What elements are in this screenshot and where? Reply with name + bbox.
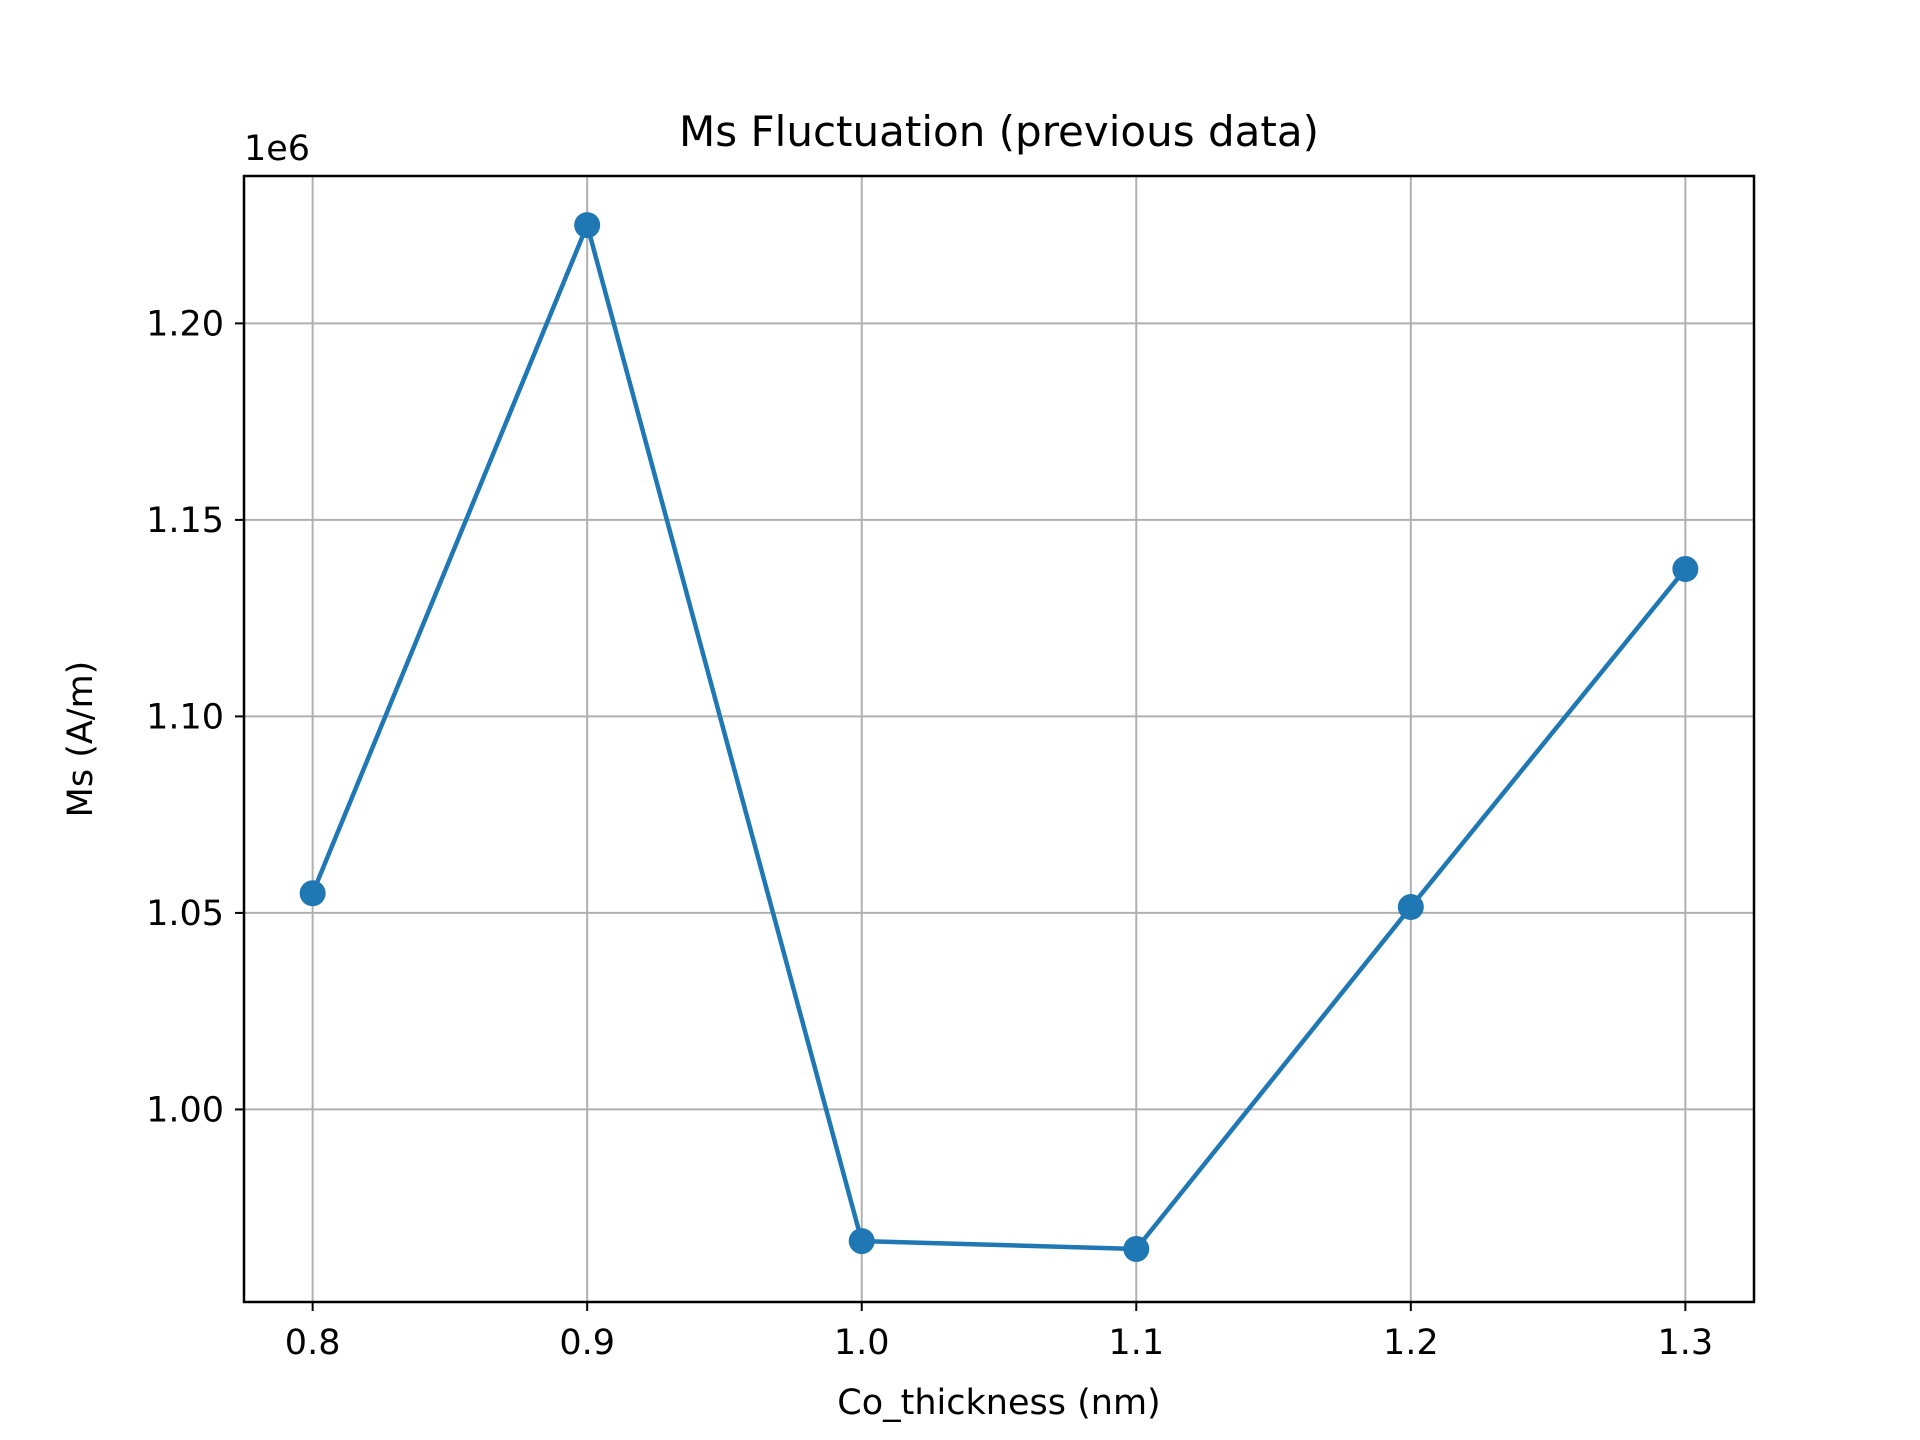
x-tick-label: 0.9 xyxy=(559,1323,615,1363)
y-tick-label: 1.00 xyxy=(146,1090,224,1130)
x-tick-label: 1.0 xyxy=(834,1323,890,1363)
chart-title: Ms Fluctuation (previous data) xyxy=(679,107,1319,156)
axis-ticks: 0.8 0.9 1.0 1.1 1.2 1.3 1.00 1.05 1.10 1.15 1.20 xyxy=(146,304,1713,1363)
data-point xyxy=(1672,556,1699,583)
x-tick-label: 1.1 xyxy=(1108,1323,1164,1363)
y-tick-label: 1.15 xyxy=(146,501,224,541)
x-tick-label: 1.3 xyxy=(1658,1323,1714,1363)
x-tick-label: 1.2 xyxy=(1383,1323,1439,1363)
y-tick-label: 1.05 xyxy=(146,894,224,934)
series-line xyxy=(310,222,1688,1252)
y-axis-offset-label: 1e6 xyxy=(244,129,310,169)
data-point xyxy=(1397,894,1424,921)
grid xyxy=(244,176,1754,1302)
data-point xyxy=(574,212,601,239)
y-tick-label: 1.10 xyxy=(146,697,224,737)
y-tick-label: 1.20 xyxy=(146,304,224,344)
y-axis-label: Ms (A/m) xyxy=(61,661,101,818)
x-axis-label: Co_thickness (nm) xyxy=(837,1383,1160,1423)
data-point xyxy=(848,1228,875,1255)
x-tick-label: 0.8 xyxy=(285,1323,341,1363)
data-point xyxy=(1123,1235,1150,1262)
plot-frame xyxy=(242,174,1756,1304)
data-point xyxy=(299,880,326,907)
data-series xyxy=(299,212,1699,1262)
